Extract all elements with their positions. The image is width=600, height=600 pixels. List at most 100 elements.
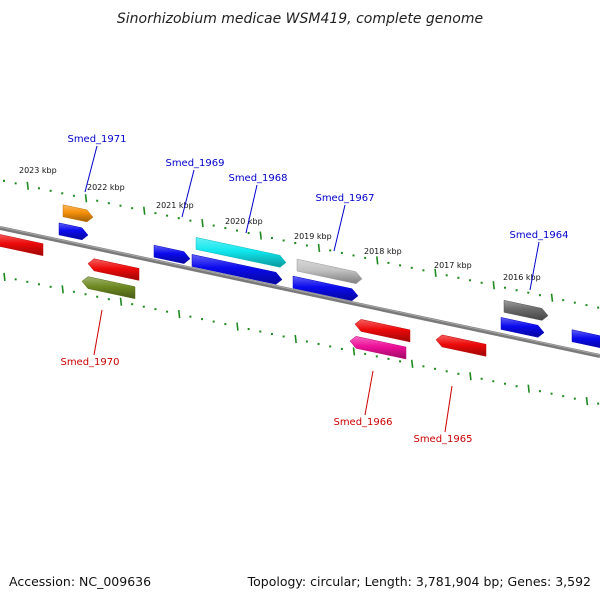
gene-label-forward[interactable]: Smed_1971 [67,134,126,145]
gene-label-forward[interactable]: Smed_1968 [228,173,287,184]
inner-scale-minor-tick [84,293,87,296]
gene-labels: Smed_1971 Smed_1969 Smed_1968 Smed_1967 Smed… [60,134,568,445]
outer-scale-minor-tick [49,189,52,192]
inner-scale-minor-tick [503,382,506,385]
inner-scale-major-tick [410,359,414,368]
outer-scale-minor-tick [457,276,460,279]
inner-scale-minor-tick [492,380,495,383]
outer-scale-major-tick [434,268,437,277]
inner-scale-minor-tick [305,340,308,343]
inner-scale-minor-tick [96,295,99,298]
outer-scale-major-tick [317,243,321,253]
inner-scale-minor-tick [422,365,425,368]
inner-scale-minor-tick [131,303,134,306]
leader-line [333,204,346,252]
gene-forward-blue-e[interactable] [571,329,600,349]
gene-reverse-red-a[interactable] [0,234,44,257]
gene-label-reverse[interactable]: Smed_1965 [413,434,472,445]
outer-scale-minor-tick [154,212,157,215]
gene-forward-blue-a[interactable] [58,222,89,241]
gene-smed-1967[interactable] [296,258,363,284]
gene-label-forward[interactable]: Smed_1964 [509,230,568,241]
outer-scale-minor-tick [422,269,425,272]
leader-line [529,241,540,291]
inner-scale-minor-tick [14,278,17,281]
inner-scale-minor-tick [142,305,145,308]
inner-scale-minor-tick [550,392,553,395]
outer-scale-major-tick [26,181,29,190]
scale-label: 2019 kbp [294,232,332,241]
outer-scale-minor-tick [364,256,367,259]
inner-scale-minor-tick [212,320,215,323]
outer-scale-minor-tick [96,199,99,202]
inner-scale-minor-tick [375,355,378,358]
scale-label: 2018 kbp [364,247,402,256]
leader-line [245,184,258,234]
gene-reverse-red-b[interactable] [87,258,140,281]
inner-scale-minor-tick [515,385,518,388]
inner-scale-minor-tick [166,310,169,313]
outer-scale-minor-tick [480,281,483,284]
inner-scale-minor-tick [538,390,541,393]
inner-scale-major-tick [294,334,297,344]
outer-scale-major-tick [492,281,495,290]
outer-scale-minor-tick [515,289,518,292]
inner-scale-minor-tick [107,298,110,301]
inner-scale-minor-tick [224,323,227,326]
outer-scale-minor-tick [37,187,40,190]
outer-scale-minor-tick [131,207,134,210]
gene-smed-1966[interactable] [349,336,407,360]
inner-scale-major-tick [236,322,239,331]
accession-label: Accession: NC_009636 [9,574,151,589]
gene-forward-blue-c[interactable] [292,275,359,301]
inner-scale-major-tick [119,297,123,306]
outer-scale-major-tick [84,194,88,203]
gene-smed-1971[interactable] [62,204,94,223]
scale-label: 2017 kbp [434,261,472,270]
scale-label: 2022 kbp [87,183,125,192]
leader-line [181,169,195,218]
scale-label: 2016 kbp [503,273,541,282]
gene-label-forward[interactable]: Smed_1969 [165,158,224,169]
inner-scale-minor-tick [445,370,448,373]
inner-scale-minor-tick [573,397,576,400]
inner-scale-minor-tick [457,372,460,375]
gene-smed-1968[interactable] [195,237,287,268]
gene-label-forward[interactable]: Smed_1967 [315,193,374,204]
outer-scale-minor-tick [573,301,576,304]
outer-scale-minor-tick [14,182,17,185]
outer-scale-minor-tick [445,274,448,277]
outer-scale-minor-tick [538,294,541,297]
inner-scale-minor-tick [259,330,262,333]
inner-scale-ticks [3,272,600,406]
gene-forward-blue-d[interactable] [500,317,545,338]
scale-labels: 2023 kbp 2022 kbp 2021 kbp 2020 kbp 2019 kbp… [19,166,541,282]
outer-scale-minor-tick [294,241,297,244]
inner-scale-major-tick [352,347,356,356]
genome-summary: Topology: circular; Length: 3,781,904 bp… [247,574,591,589]
outer-scale-minor-tick [562,299,565,302]
outer-scale-major-tick [143,206,146,215]
outer-scale-minor-tick [527,291,530,294]
gene-smed-1964[interactable] [503,299,549,321]
label-leader-lines [84,145,540,433]
outer-scale-minor-tick [119,204,122,207]
inner-scale-minor-tick [270,333,273,336]
inner-scale-major-tick [177,310,181,319]
gene-smed-1969[interactable] [191,254,283,285]
inner-scale-minor-tick [72,290,75,293]
gene-reverse-red-c[interactable] [354,319,411,343]
outer-scale-minor-tick [3,179,5,182]
outer-scale-ticks [3,179,600,309]
inner-scale-major-tick [3,272,6,281]
outer-scale-minor-tick [212,224,215,227]
gene-label-reverse[interactable]: Smed_1966 [333,417,392,428]
inner-scale-minor-tick [154,308,157,311]
gene-forward-blue-b[interactable] [153,244,191,264]
gene-label-reverse[interactable]: Smed_1970 [60,357,119,368]
gene-smed-1970[interactable] [81,276,136,300]
gene-smed-1965[interactable] [435,334,487,357]
genome-backbone-highlight [0,226,600,356]
leader-line [93,309,103,356]
